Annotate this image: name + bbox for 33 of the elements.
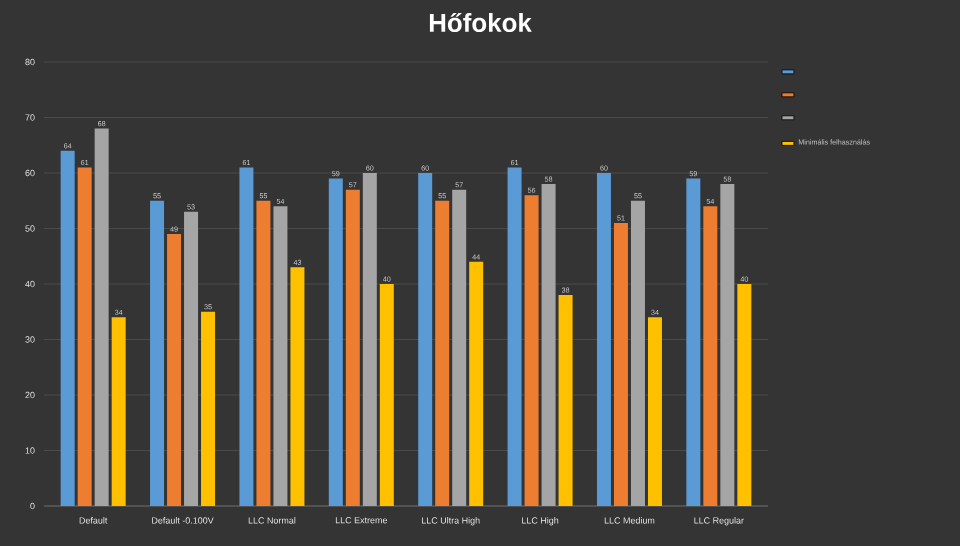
bar xyxy=(703,206,718,506)
bar xyxy=(239,167,254,506)
bar xyxy=(596,173,611,506)
bar xyxy=(77,167,92,506)
bar xyxy=(94,128,109,506)
bar xyxy=(524,195,539,506)
bar xyxy=(290,267,305,506)
bar xyxy=(720,184,735,506)
bar xyxy=(469,261,484,506)
bar xyxy=(345,189,360,506)
bar xyxy=(452,189,467,506)
bar xyxy=(111,317,126,506)
bar xyxy=(201,311,216,506)
bar xyxy=(362,173,377,506)
bar xyxy=(507,167,522,506)
bar xyxy=(541,184,556,506)
bar xyxy=(328,178,343,506)
bar xyxy=(686,178,701,506)
bar xyxy=(184,211,199,506)
bar xyxy=(647,317,662,506)
bar xyxy=(379,284,394,506)
bar xyxy=(737,284,752,506)
bar xyxy=(256,200,271,506)
bar xyxy=(630,200,645,506)
bar xyxy=(150,200,165,506)
bar xyxy=(435,200,450,506)
bar xyxy=(418,173,433,506)
bar xyxy=(167,234,182,506)
chart-title: Hőfokok xyxy=(429,13,532,33)
bar xyxy=(558,295,573,506)
bar xyxy=(273,206,288,506)
bar xyxy=(60,150,75,506)
bar xyxy=(613,222,628,506)
